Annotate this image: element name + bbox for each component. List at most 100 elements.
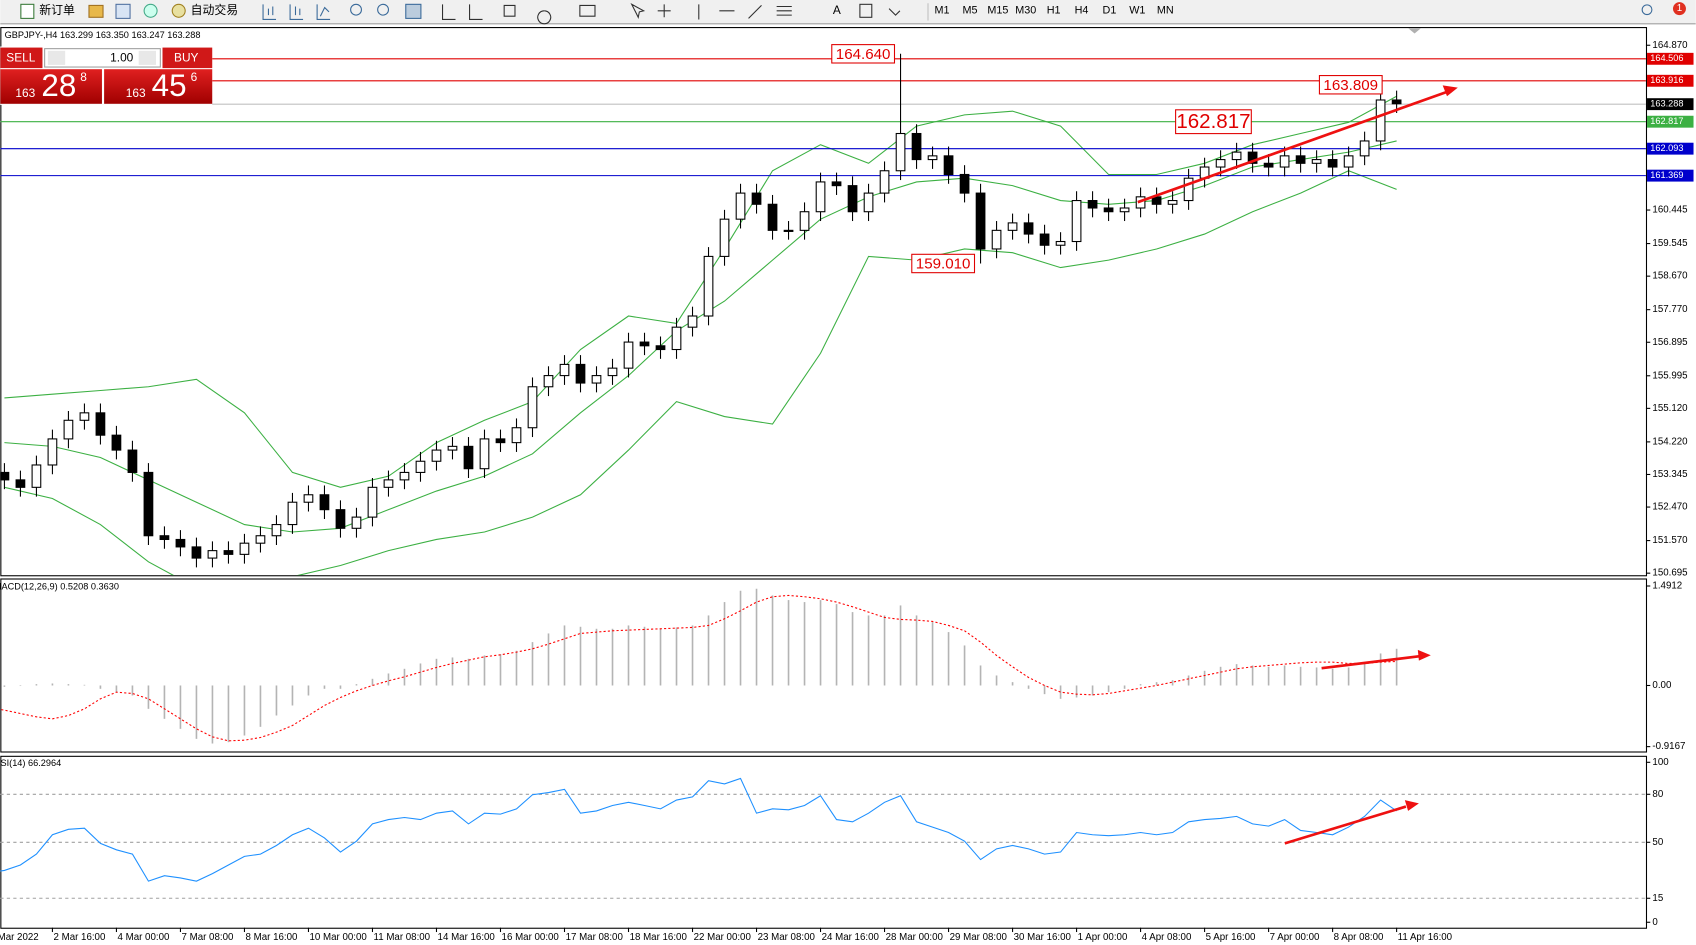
price-pane-border — [0, 27, 1648, 577]
timeframe-button[interactable]: M15 — [987, 5, 1008, 17]
price-pane: 164.640 163.809 162.817 159.010 — [0, 44, 1646, 576]
text-label-tool[interactable] — [859, 3, 873, 18]
y-tick-label: 155.120 — [1652, 403, 1688, 414]
histogram-bar — [307, 685, 310, 696]
histogram-bar — [323, 685, 326, 689]
histogram-bar — [67, 684, 70, 686]
histogram-bar — [195, 685, 198, 739]
histogram-bar — [1347, 667, 1350, 686]
candle-body — [1263, 162, 1274, 168]
candle-body — [575, 363, 586, 384]
price-annotation: 163.809 — [1323, 77, 1378, 94]
text-tool[interactable]: A — [833, 3, 841, 17]
arrows-tool[interactable] — [888, 8, 901, 16]
auto-trading-button[interactable]: 自动交易 — [191, 3, 239, 17]
candle-body — [703, 255, 714, 317]
histogram-bar — [739, 590, 742, 686]
y-tick-label: 50 — [1652, 837, 1663, 848]
price-annotation-box — [911, 253, 976, 274]
lot-input[interactable] — [44, 48, 161, 68]
buy-button[interactable] — [162, 47, 213, 69]
y-tick-label: 100 — [1652, 757, 1669, 768]
histogram-bar — [1251, 665, 1254, 686]
candle-body — [1055, 240, 1066, 246]
buy-label[interactable]: BUY — [174, 51, 198, 65]
ask-big-figure: 163 — [126, 86, 146, 100]
price-annotation-box — [1175, 109, 1252, 135]
toolbar-icon[interactable] — [143, 3, 158, 18]
candle-body — [207, 550, 218, 559]
candle-body — [959, 173, 970, 194]
y-tick-label: 80 — [1652, 789, 1663, 800]
bid-fraction: 8 — [80, 70, 87, 84]
sell-button[interactable] — [0, 47, 43, 69]
histogram-bar — [915, 615, 918, 686]
lot-up[interactable] — [138, 50, 157, 65]
ask-box[interactable] — [104, 69, 213, 104]
lot-value[interactable]: 1.00 — [110, 51, 134, 65]
chart-type-icons[interactable] — [262, 4, 331, 21]
candle-body — [463, 445, 474, 470]
x-tick-label: 7 Mar 08:00 — [182, 932, 234, 943]
new-order-button[interactable]: 新订单 — [39, 3, 75, 17]
x-tick-label: 18 Mar 16:00 — [630, 932, 688, 943]
histogram-bar — [1107, 685, 1110, 693]
sell-label[interactable]: SELL — [6, 51, 35, 65]
histogram-bar — [1235, 664, 1238, 686]
bid-box[interactable] — [0, 69, 102, 104]
zoom-out-icon[interactable] — [377, 3, 390, 16]
candle-body — [31, 464, 42, 488]
bollinger-lower — [4, 170, 1397, 576]
tile-icon[interactable] — [405, 3, 422, 19]
histogram-bar — [707, 615, 710, 686]
histogram-bar — [531, 642, 534, 686]
candle-body — [223, 550, 234, 555]
candle-body — [447, 445, 458, 451]
chart-shift-marker — [1408, 28, 1422, 34]
y-tick-label: 151.570 — [1652, 535, 1688, 546]
histogram-bar — [1267, 666, 1270, 686]
candle-body — [639, 341, 650, 347]
candle-body — [399, 471, 410, 481]
candle-body — [191, 546, 202, 559]
new-order-icon[interactable] — [20, 3, 35, 19]
timeframe-button[interactable]: M30 — [1015, 5, 1036, 17]
histogram-bar — [291, 685, 294, 706]
pane-title: RSI(14) 66.2964 — [0, 758, 61, 768]
histogram-bar — [1203, 670, 1206, 686]
y-tick-label: 164.870 — [1652, 40, 1688, 51]
histogram-bar — [755, 588, 758, 686]
candle-body — [719, 218, 730, 257]
timeframe-button[interactable]: MN — [1157, 5, 1174, 17]
lot-down[interactable] — [47, 50, 66, 65]
timeframe-button[interactable]: M5 — [962, 5, 977, 17]
histogram-bar — [1155, 682, 1158, 686]
arrow-head — [1417, 649, 1431, 661]
timeframe-button[interactable]: W1 — [1129, 5, 1145, 17]
candle-body — [799, 211, 810, 231]
candle-body — [943, 155, 954, 176]
timeframe-button[interactable]: M1 — [935, 5, 950, 17]
histogram-bar — [675, 627, 678, 686]
timeframe-button[interactable]: H1 — [1047, 5, 1061, 17]
zoom-in-icon[interactable] — [350, 3, 362, 16]
candle-body — [479, 438, 490, 470]
candle-body — [0, 471, 10, 481]
x-tick-label: 8 Apr 08:00 — [1334, 932, 1384, 943]
histogram-bar — [787, 600, 790, 686]
toolbar-icon[interactable] — [115, 3, 131, 19]
candle-body — [783, 229, 794, 232]
drawing-tool-icons[interactable] — [441, 3, 792, 25]
search-icon[interactable] — [1641, 4, 1653, 16]
auto-trading-icon[interactable] — [171, 3, 186, 18]
timeframe-button[interactable]: D1 — [1103, 5, 1117, 17]
timeframe-button[interactable]: H4 — [1075, 5, 1089, 17]
candle-body — [367, 486, 378, 518]
candle-body — [15, 479, 26, 488]
toolbar-icon[interactable] — [88, 4, 104, 18]
histogram-bar — [435, 658, 438, 686]
y-tick-label: 152.470 — [1652, 502, 1688, 513]
notification-badge[interactable] — [1672, 2, 1686, 16]
histogram-bar — [563, 625, 566, 686]
